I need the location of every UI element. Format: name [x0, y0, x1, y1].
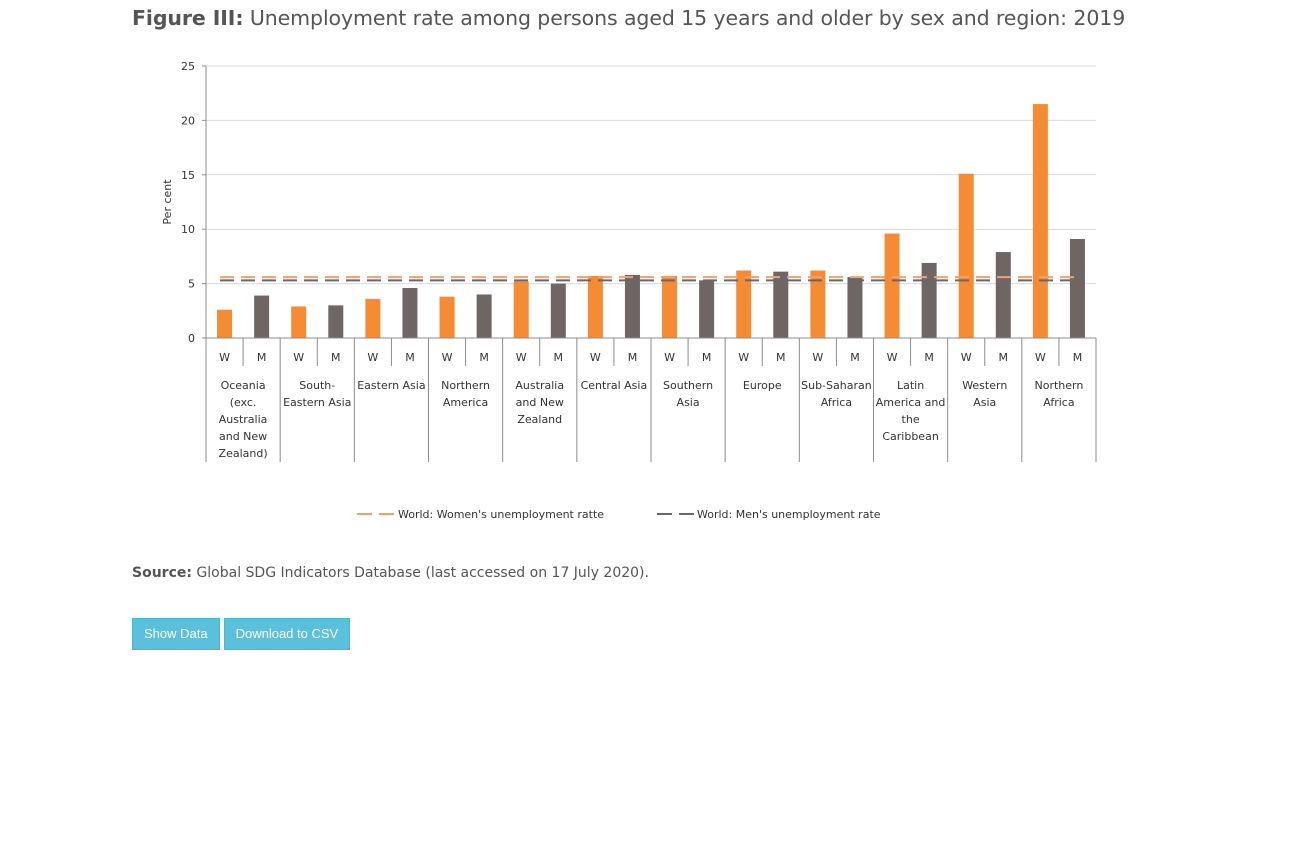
- sex-tick-label: M: [405, 351, 415, 364]
- bar-women: [587, 275, 603, 338]
- bar-women: [884, 233, 900, 338]
- bar-women: [958, 173, 974, 338]
- sex-tick-label: W: [590, 351, 601, 364]
- bar-women: [365, 298, 381, 338]
- category-label: Asia: [973, 396, 996, 409]
- sex-tick-label: M: [999, 351, 1009, 364]
- bar-men: [476, 294, 492, 338]
- category-label: Northern: [1034, 379, 1083, 392]
- category-label: (exc.: [230, 396, 257, 409]
- bar-men: [1069, 238, 1085, 338]
- bar-men: [624, 274, 640, 338]
- category-label: Latin: [897, 379, 924, 392]
- download-csv-button[interactable]: Download to CSV: [223, 618, 351, 650]
- category-label: Northern: [441, 379, 490, 392]
- sex-tick-label: M: [479, 351, 489, 364]
- sex-tick-label: M: [331, 351, 341, 364]
- sex-tick-label: W: [887, 351, 898, 364]
- sex-tick-label: W: [367, 351, 378, 364]
- category-label: Oceania: [221, 379, 266, 392]
- bar-men: [402, 287, 418, 338]
- bar-men: [254, 295, 270, 338]
- category-label: Australia: [219, 413, 268, 426]
- y-tick-label: 15: [181, 169, 195, 182]
- y-tick-label: 5: [188, 278, 195, 291]
- show-data-button[interactable]: Show Data: [132, 618, 220, 650]
- bar-men: [921, 262, 937, 338]
- category-label: Western: [962, 379, 1007, 392]
- bar-women: [513, 281, 529, 338]
- category-label: Eastern Asia: [283, 396, 351, 409]
- figure-title-text: Unemployment rate among persons aged 15 …: [249, 6, 1126, 30]
- sex-tick-label: W: [812, 351, 823, 364]
- category-label: Zealand: [517, 413, 562, 426]
- bar-women: [439, 296, 455, 338]
- sex-tick-label: M: [924, 351, 934, 364]
- sex-tick-label: M: [1073, 351, 1083, 364]
- y-tick-label: 20: [181, 114, 195, 127]
- sex-tick-label: W: [516, 351, 527, 364]
- bar-men: [699, 280, 715, 338]
- category-label: the: [902, 413, 920, 426]
- category-label: Africa: [821, 396, 852, 409]
- category-label: and New: [219, 430, 267, 443]
- bar-men: [847, 277, 863, 338]
- bar-men: [550, 283, 566, 338]
- bar-women: [291, 306, 307, 338]
- legend-label-men: World: Men's unemployment rate: [697, 508, 881, 521]
- category-label: Europe: [743, 379, 782, 392]
- category-label: Zealand): [219, 447, 268, 460]
- sex-tick-label: W: [664, 351, 675, 364]
- sex-tick-label: M: [257, 351, 267, 364]
- legend-label-women: World: Women's unemployment ratte: [398, 508, 604, 521]
- figure-label: Figure III:: [132, 6, 244, 30]
- y-tick-label: 10: [181, 223, 195, 236]
- source-label: Source:: [132, 565, 192, 581]
- sex-tick-label: M: [628, 351, 638, 364]
- unemployment-bar-chart: 0 5 10 15 20 25 Per cent W M Oceania (exc. Australi…: [161, 60, 1097, 521]
- sex-tick-label: M: [702, 351, 712, 364]
- category-label: Eastern Asia: [357, 379, 425, 392]
- category-label: Caribbean: [882, 430, 938, 443]
- sex-tick-label: W: [219, 351, 230, 364]
- sex-tick-label: M: [776, 351, 786, 364]
- category-label: America: [443, 396, 488, 409]
- source-note: Source: Global SDG Indicators Database (…: [132, 565, 649, 581]
- bar-women: [1032, 104, 1048, 338]
- y-tick-label: 0: [188, 332, 195, 345]
- category-label: Southern: [663, 379, 713, 392]
- sex-tick-label: M: [850, 351, 860, 364]
- y-tick-label: 25: [181, 60, 195, 73]
- category-label: Central Asia: [581, 379, 648, 392]
- category-label: Africa: [1043, 396, 1074, 409]
- sex-tick-label: W: [738, 351, 749, 364]
- bar-men: [328, 305, 344, 338]
- sex-tick-label: W: [293, 351, 304, 364]
- bar-women: [736, 270, 752, 338]
- y-axis-label: Per cent: [161, 179, 174, 225]
- category-label: Sub-Saharan: [801, 379, 872, 392]
- source-text: Global SDG Indicators Database (last acc…: [196, 565, 649, 581]
- category-label: and New: [516, 396, 564, 409]
- bar-men: [995, 252, 1011, 338]
- chart-actions: Show Data Download to CSV: [132, 618, 351, 650]
- category-label: Asia: [677, 396, 700, 409]
- category-label: Australia: [515, 379, 564, 392]
- sex-tick-label: W: [961, 351, 972, 364]
- bar-women: [217, 309, 233, 338]
- bar-women: [810, 270, 826, 338]
- bar-men: [773, 271, 789, 338]
- sex-tick-label: W: [1035, 351, 1046, 364]
- sex-tick-label: M: [554, 351, 564, 364]
- category-label: South-: [299, 379, 335, 392]
- figure-title: Figure III: Unemployment rate among pers…: [132, 6, 1125, 30]
- category-label: America and: [876, 396, 946, 409]
- bar-women: [662, 275, 678, 338]
- sex-tick-label: W: [442, 351, 453, 364]
